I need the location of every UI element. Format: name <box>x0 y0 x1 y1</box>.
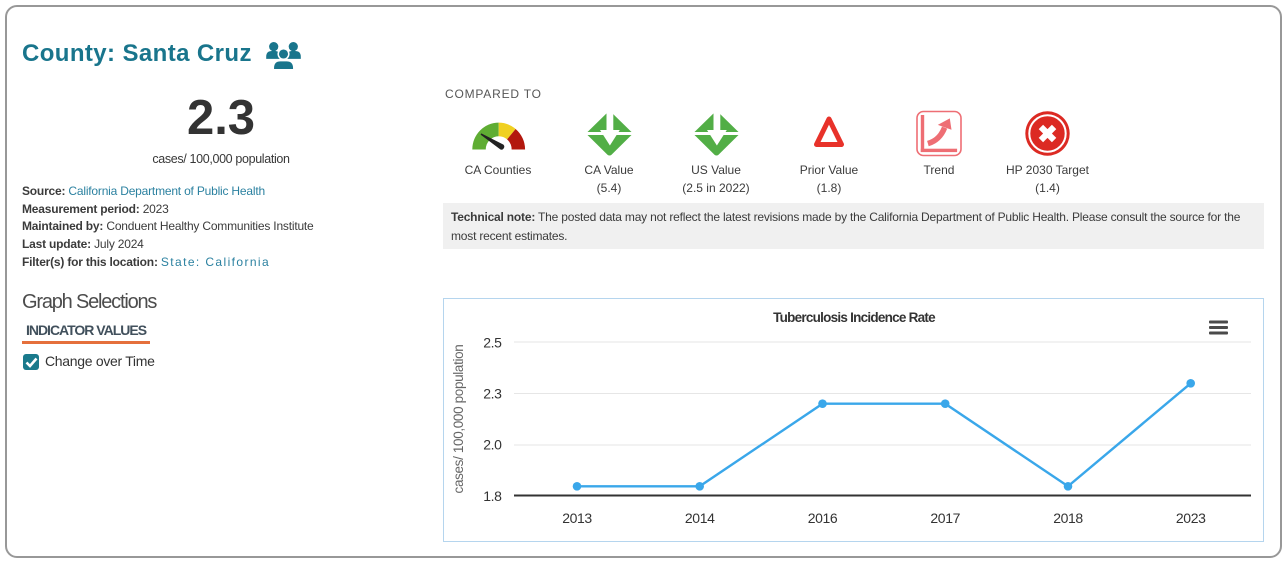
svg-text:2.5: 2.5 <box>483 334 502 350</box>
svg-text:2017: 2017 <box>930 510 960 526</box>
svg-text:Tuberculosis Incidence Rate: Tuberculosis Incidence Rate <box>773 310 936 325</box>
svg-text:1.8: 1.8 <box>483 488 502 504</box>
svg-text:2014: 2014 <box>685 510 715 526</box>
svg-text:2.3: 2.3 <box>483 385 502 401</box>
svg-text:2016: 2016 <box>808 510 838 526</box>
svg-text:2.0: 2.0 <box>483 437 502 453</box>
svg-text:cases/ 100,000 population: cases/ 100,000 population <box>451 345 466 494</box>
svg-text:2018: 2018 <box>1053 510 1083 526</box>
svg-text:2023: 2023 <box>1176 510 1206 526</box>
svg-text:2013: 2013 <box>562 510 592 526</box>
